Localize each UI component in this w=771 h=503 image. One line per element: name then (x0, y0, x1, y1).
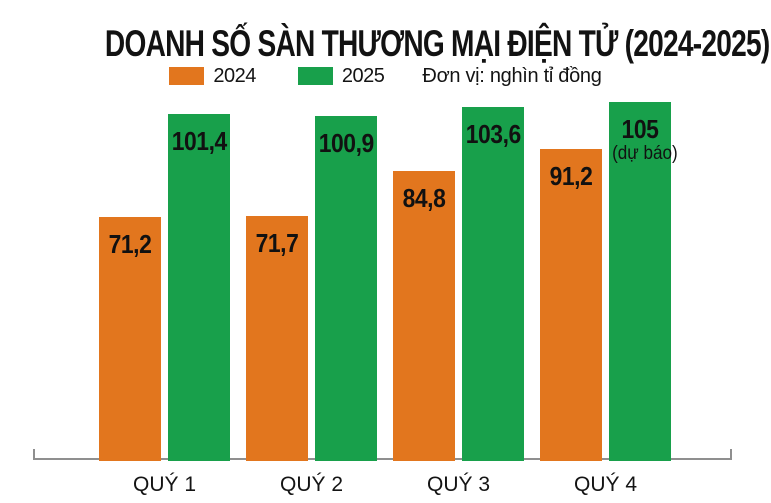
legend-swatch-2025 (297, 67, 333, 85)
bar-2025-q4: 105 (dự báo) (609, 102, 678, 461)
bar-2024-q2: 71,7 (246, 216, 308, 461)
value-label-2025-q2: 100,9 (318, 128, 375, 158)
bar-2024-q3: 84,8 (393, 171, 455, 461)
value-label-2024-q4: 91,2 (549, 161, 593, 191)
legend-label-2024: 2024 (213, 65, 256, 87)
bar-2025-q3: 103,6 (462, 107, 524, 461)
legend: 2024 2025 Đơn vị: nghìn tỉ đồng (0, 66, 771, 86)
value-label-2025-q4: 105 (621, 114, 659, 144)
bar-2024-q4: 91,2 (540, 149, 602, 461)
category-label-q2: QUÝ 2 (279, 473, 344, 496)
value-label-2025-q3: 103,6 (465, 119, 522, 149)
chart-title-text: DOANH SỐ SÀN THƯƠNG MẠI ĐIỆN TỬ (2024-20… (104, 23, 770, 64)
unit-note: Đơn vị: nghìn tỉ đồng (422, 65, 602, 87)
page-title: DOANH SỐ SÀN THƯƠNG MẠI ĐIỆN TỬ (2024-20… (0, 25, 771, 62)
x-axis (33, 449, 732, 460)
legend-label-2025: 2025 (341, 65, 385, 87)
value-label-2024-q2: 71,7 (255, 228, 299, 258)
bar-2024-q1: 71,2 (99, 217, 161, 461)
bar-2025-q2: 100,9 (315, 116, 377, 461)
legend-swatch-2024 (169, 67, 205, 85)
forecast-annotation: (dự báo) (612, 143, 678, 164)
value-label-2024-q3: 84,8 (402, 183, 446, 213)
category-label-q1: QUÝ 1 (132, 473, 197, 496)
category-label-q3: QUÝ 3 (426, 473, 491, 496)
category-label-q4: QUÝ 4 (573, 473, 638, 496)
value-label-2024-q1: 71,2 (108, 229, 152, 259)
value-label-2025-q1: 101,4 (171, 126, 228, 156)
bar-2025-q1: 101,4 (168, 114, 230, 461)
